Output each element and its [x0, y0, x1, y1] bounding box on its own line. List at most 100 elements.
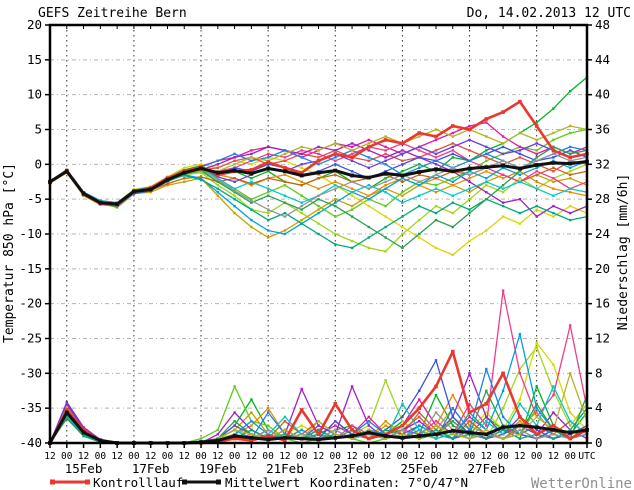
member-precip-line-marker [535, 411, 538, 414]
control-precip-line-marker [484, 402, 489, 406]
mean-precip-line-marker [383, 434, 388, 438]
member-temp-line-marker [367, 184, 370, 187]
member-temp-line-marker [283, 211, 287, 215]
control-precip-line-marker [467, 410, 472, 415]
member-temp-line-marker [233, 187, 236, 190]
member-precip-line-marker [501, 433, 505, 436]
member-temp-line-marker [451, 180, 454, 183]
member-temp-line-marker [485, 159, 488, 162]
member-precip-line-marker [233, 428, 236, 432]
x-tick-label: 00 [195, 451, 207, 462]
member-temp-line-marker [451, 145, 454, 149]
x-tick-label: 00 [564, 451, 576, 462]
member-precip-line-marker [418, 398, 421, 401]
control-temp-line-marker [283, 166, 287, 170]
member-temp-line-marker [250, 201, 253, 204]
control-temp-line-marker [350, 155, 354, 160]
member-temp-line-marker [317, 156, 320, 159]
member-temp-line-marker [334, 187, 337, 190]
member-temp-line-marker [518, 180, 522, 183]
member-temp-line-marker [250, 149, 253, 152]
member-temp-line-marker [401, 177, 404, 180]
member-precip-line-marker [401, 415, 404, 419]
member-temp-line-marker [518, 131, 522, 135]
mean-temp-line-marker [148, 187, 153, 192]
member-precip-line-marker [317, 420, 320, 423]
member-temp-line-marker [485, 149, 488, 152]
mean-temp-line-marker [484, 165, 489, 169]
member-precip-line-marker [569, 420, 572, 423]
mean-temp-line-marker [501, 163, 505, 168]
member-temp-line-marker [468, 208, 471, 211]
mean-precip-line-marker [283, 435, 287, 440]
member-temp-line-marker [317, 177, 320, 180]
member-temp-line-marker [233, 156, 236, 159]
mean-precip-line-marker [484, 432, 489, 437]
member-temp-line-marker [434, 187, 438, 190]
member-temp-line-marker [216, 177, 219, 180]
member-temp-line-marker [317, 163, 320, 166]
member-temp-line-marker [283, 232, 287, 236]
control-precip-line-marker [299, 408, 304, 412]
control-legend-label: Kontrolllauf [93, 475, 183, 490]
member-temp-line-marker [300, 166, 303, 169]
mean-temp-line-marker [299, 173, 304, 178]
member-temp-line-marker [334, 156, 337, 159]
member-precip-line-marker [468, 420, 471, 423]
member-precip-line-marker [283, 433, 287, 436]
member-temp-line-marker [434, 138, 438, 142]
member-temp-line-marker [468, 138, 471, 142]
member-precip-line-marker [501, 389, 505, 392]
member-precip-line-marker [384, 428, 387, 432]
member-precip-line-marker [485, 367, 488, 371]
x-tick-label: 12 [313, 451, 324, 462]
member-temp-line-marker [317, 145, 320, 149]
member-precip-line-marker [283, 420, 287, 423]
x-tick-label: 12 [212, 451, 223, 462]
member-precip-line-marker [65, 416, 68, 419]
member-temp-line-marker [216, 163, 219, 166]
member-temp-line-marker [501, 152, 505, 156]
control-temp-line-marker [501, 110, 505, 114]
member-temp-line-marker [518, 211, 522, 215]
member-precip-line-marker [434, 411, 438, 414]
mean-precip-line-marker [333, 435, 338, 440]
member-precip-line-marker [233, 420, 236, 423]
member-temp-line-marker [468, 187, 471, 190]
precip-axis-label: Niederschlag [mm/6h] [616, 174, 631, 331]
member-precip-line-marker [401, 420, 404, 423]
mean-temp-line-marker [518, 166, 522, 171]
member-temp-line-marker [267, 191, 270, 194]
member-precip-line-marker [451, 433, 454, 436]
x-date-label: 21Feb [266, 461, 304, 476]
member-temp-line-marker [434, 218, 438, 222]
member-temp-line-marker [401, 232, 404, 236]
member-temp-line-marker [501, 159, 505, 162]
member-temp-line-marker [350, 239, 354, 243]
member-temp-line-marker [334, 215, 337, 218]
member-temp-line-marker [451, 201, 454, 204]
member-precip-line-marker [552, 385, 555, 388]
member-temp-line-marker [350, 149, 354, 152]
member-temp-line-marker [451, 177, 454, 180]
member-temp-line-marker [552, 166, 555, 169]
mean-precip-line-marker [450, 428, 455, 433]
member-temp-line-marker [569, 131, 572, 135]
y-left-tick-label: -20 [19, 296, 42, 311]
member-temp-line-marker [468, 124, 471, 128]
member-temp-line-marker [367, 142, 370, 145]
member-precip-line-marker [418, 420, 421, 423]
x-tick-label: 00 [497, 451, 509, 462]
member-temp-line-marker [468, 159, 471, 162]
y-right-tick-label: 32 [595, 156, 610, 171]
member-temp-line-marker [552, 211, 555, 215]
member-temp-line-marker [434, 156, 438, 159]
member-temp-line-marker [401, 191, 404, 194]
member-precip-line-marker [65, 400, 68, 404]
member-temp-line-marker [334, 198, 337, 201]
x-date-label: 27Feb [467, 461, 505, 476]
y-right-tick-label: 20 [595, 261, 610, 276]
member-temp-line-marker [334, 163, 337, 166]
member-temp-line-marker [418, 180, 421, 183]
